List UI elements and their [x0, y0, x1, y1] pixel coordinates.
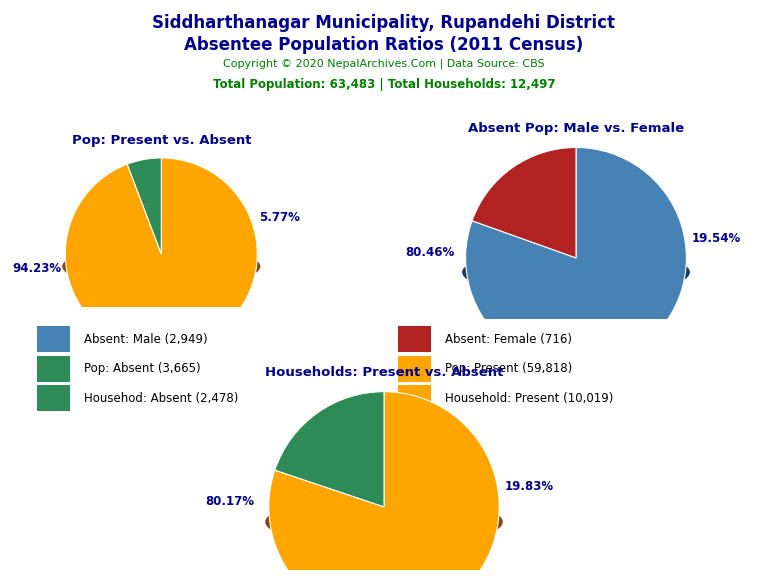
Bar: [399, 385, 431, 411]
Ellipse shape: [266, 498, 502, 546]
Text: 19.83%: 19.83%: [505, 480, 554, 492]
Text: 80.46%: 80.46%: [405, 246, 454, 259]
Text: Total Population: 63,483 | Total Households: 12,497: Total Population: 63,483 | Total Househo…: [213, 78, 555, 91]
Wedge shape: [472, 147, 576, 258]
Bar: [399, 326, 431, 352]
Wedge shape: [127, 158, 161, 254]
Wedge shape: [269, 392, 499, 576]
Ellipse shape: [63, 247, 260, 287]
Text: 5.77%: 5.77%: [259, 211, 300, 224]
Bar: [38, 385, 70, 411]
Text: Pop: Present (59,818): Pop: Present (59,818): [445, 362, 573, 375]
Text: 19.54%: 19.54%: [692, 232, 741, 244]
Text: Copyright © 2020 NepalArchives.Com | Data Source: CBS: Copyright © 2020 NepalArchives.Com | Dat…: [223, 59, 545, 69]
Wedge shape: [65, 158, 257, 350]
Title: Absent Pop: Male vs. Female: Absent Pop: Male vs. Female: [468, 122, 684, 135]
Bar: [399, 356, 431, 381]
Text: Absentee Population Ratios (2011 Census): Absentee Population Ratios (2011 Census): [184, 36, 584, 54]
Text: 94.23%: 94.23%: [12, 262, 61, 275]
Ellipse shape: [463, 249, 689, 295]
Wedge shape: [465, 147, 687, 368]
Wedge shape: [275, 392, 384, 507]
Text: 80.17%: 80.17%: [206, 495, 254, 507]
Title: Pop: Present vs. Absent: Pop: Present vs. Absent: [71, 134, 251, 147]
Text: Absent: Male (2,949): Absent: Male (2,949): [84, 333, 208, 346]
Text: Siddharthanagar Municipality, Rupandehi District: Siddharthanagar Municipality, Rupandehi …: [153, 14, 615, 32]
Text: Househod: Absent (2,478): Househod: Absent (2,478): [84, 392, 239, 404]
Title: Households: Present vs. Absent: Households: Present vs. Absent: [265, 366, 503, 379]
Bar: [38, 356, 70, 381]
Text: Pop: Absent (3,665): Pop: Absent (3,665): [84, 362, 201, 375]
Text: Household: Present (10,019): Household: Present (10,019): [445, 392, 614, 404]
Text: Absent: Female (716): Absent: Female (716): [445, 333, 572, 346]
Bar: [38, 326, 70, 352]
